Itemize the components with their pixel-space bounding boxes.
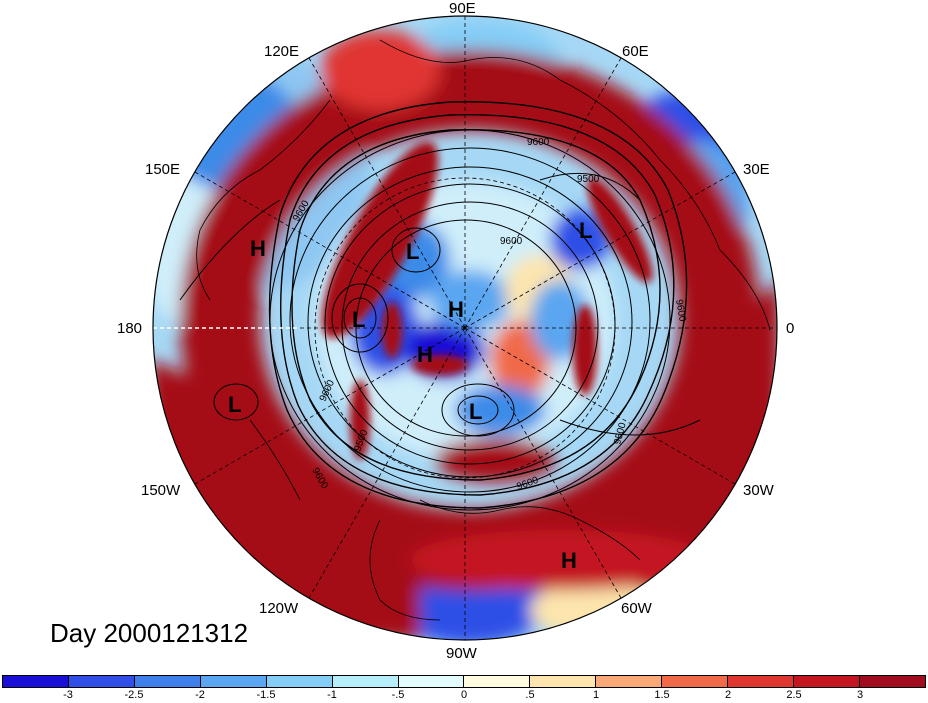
contour-label: 9600 xyxy=(527,137,550,148)
pressure-center-low: L xyxy=(228,392,241,417)
colorbar-segment xyxy=(662,676,729,687)
lon-label-150e: 150E xyxy=(145,161,181,178)
lon-label-90e: 90E xyxy=(449,0,476,17)
colorbar-segment xyxy=(794,676,860,687)
lon-label-30w: 30W xyxy=(743,482,774,499)
colorbar-ticks: -3 -2.5 -2 -1.5 -1 -.5 0 .5 1 1.5 2 2.5 3 xyxy=(2,689,926,703)
colorbar-segment xyxy=(859,676,925,687)
contour-label: 9500 xyxy=(577,174,600,185)
colorbar-segment xyxy=(332,676,399,687)
colorbar-tick-label: -3 xyxy=(63,689,73,701)
colorbar-tick-label: -.5 xyxy=(391,689,405,701)
pressure-center-low: L xyxy=(352,307,365,332)
colorbar-tick-label: -2 xyxy=(195,689,205,701)
colorbar-segment xyxy=(530,676,597,687)
lon-label-30e: 30E xyxy=(743,161,770,178)
colorbar xyxy=(2,675,926,688)
colorbar-segment xyxy=(464,676,531,687)
colorbar-tick-label: 1.5 xyxy=(654,689,670,701)
pressure-center-high: H xyxy=(250,236,266,261)
colorbar-segment xyxy=(266,676,333,687)
colorbar-tick-label: -1 xyxy=(327,689,337,701)
pressure-center-high: H xyxy=(448,297,464,322)
coastlines xyxy=(196,39,771,621)
colorbar-segment xyxy=(200,676,267,687)
pressure-centers: H L L H H L L L H xyxy=(228,218,592,573)
lon-label-150w: 150W xyxy=(141,482,181,499)
colorbar-segment xyxy=(398,676,465,687)
contour-label: 9600 xyxy=(500,236,523,247)
colorbar-segment xyxy=(3,676,69,687)
colorbar-tick-label: 2 xyxy=(724,689,732,701)
lon-label-120w: 120W xyxy=(259,600,299,617)
colorbar-tick-label: .5 xyxy=(525,689,535,701)
pressure-center-high: H xyxy=(417,342,433,367)
colorbar-tick-label: 2.5 xyxy=(786,689,802,701)
colorbar-segment xyxy=(596,676,663,687)
lon-label-60e: 60E xyxy=(622,43,649,60)
colorbar-tick-label: -2.5 xyxy=(124,689,144,701)
colorbar-tick-label: -1.5 xyxy=(256,689,276,701)
lon-label-180: 180 xyxy=(117,320,143,337)
map-boundary xyxy=(152,15,778,641)
contour-label: 9600 xyxy=(673,299,688,323)
colorbar-tick-label: 0 xyxy=(460,689,468,701)
lon-label-120e: 120E xyxy=(264,43,300,60)
pressure-center-low: L xyxy=(406,239,419,264)
lon-label-60w: 60W xyxy=(621,600,652,617)
colorbar-tick-label: 3 xyxy=(856,689,864,701)
pressure-center-low: L xyxy=(469,399,482,424)
lon-label-0: 0 xyxy=(786,320,795,337)
pressure-center-high: H xyxy=(561,548,577,573)
lon-label-90w: 90W xyxy=(446,645,477,662)
graticule xyxy=(153,16,777,640)
day-title: Day 2000121312 xyxy=(50,618,249,648)
colorbar-segment xyxy=(134,676,201,687)
colorbar-segment xyxy=(728,676,795,687)
pressure-center-low: L xyxy=(579,218,592,243)
colorbar-tick-label: 1 xyxy=(592,689,600,701)
colorbar-segment xyxy=(68,676,135,687)
